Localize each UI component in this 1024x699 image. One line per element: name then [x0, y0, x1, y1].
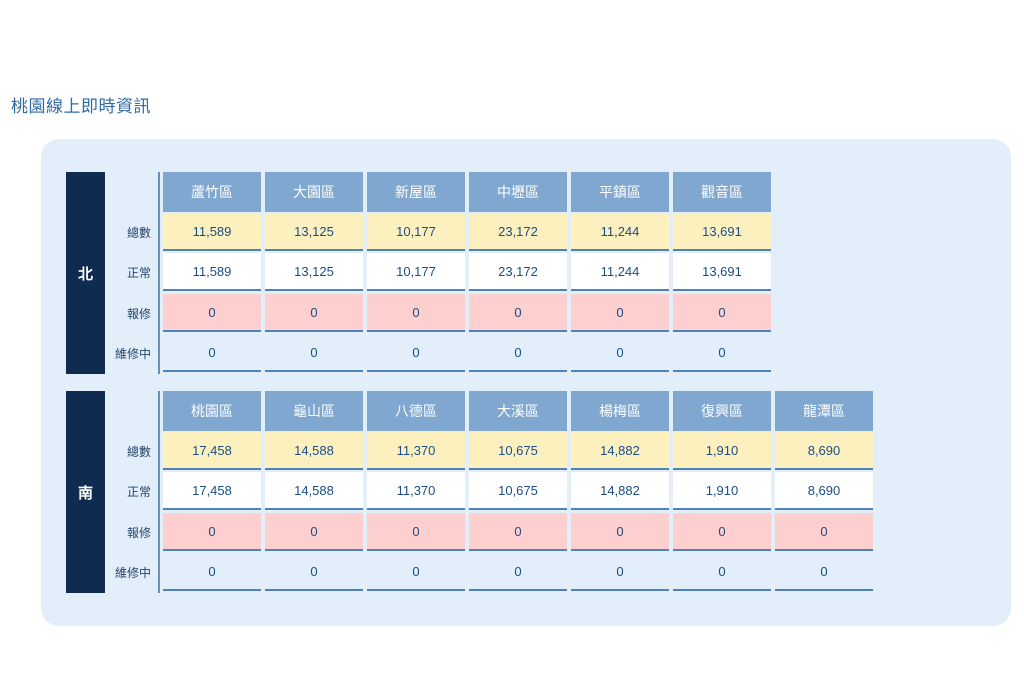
row-label: 正常 — [126, 266, 151, 280]
row-label: 報修 — [126, 526, 151, 540]
maintenance-cell: 0 — [469, 334, 567, 372]
repair-cell: 0 — [163, 294, 261, 332]
maintenance-cell: 0 — [673, 334, 771, 372]
repair-cell: 0 — [469, 294, 567, 332]
total-cell: 17,458 — [163, 432, 261, 470]
normal-cell: 11,244 — [571, 253, 669, 291]
maintenance-cell: 0 — [163, 334, 261, 372]
total-cell: 11,589 — [163, 213, 261, 251]
repair-cell: 0 — [265, 513, 363, 551]
maintenance-cell: 0 — [571, 553, 669, 591]
normal-cell: 14,882 — [571, 472, 669, 510]
total-cell: 1,910 — [673, 432, 771, 470]
normal-cell: 13,125 — [265, 253, 363, 291]
divider — [158, 391, 160, 593]
total-cell: 8,690 — [775, 432, 873, 470]
maintenance-cell: 0 — [673, 553, 771, 591]
status-panel: 北總數 正常 報修 維修中 蘆竹區 11,589 11,589 0 0 大園區 13,125 13,1… — [41, 139, 1011, 626]
district-header: 龜山區 — [265, 391, 363, 431]
divider — [158, 172, 160, 374]
maintenance-cell: 0 — [265, 553, 363, 591]
row-label: 報修 — [126, 307, 151, 321]
region-block: 南總數 正常 報修 維修中 桃園區 17,458 17,458 0 0 龜山區 14,588 14,5… — [66, 391, 966, 593]
total-cell: 11,244 — [571, 213, 669, 251]
normal-cell: 13,691 — [673, 253, 771, 291]
repair-cell: 0 — [571, 513, 669, 551]
maintenance-cell: 0 — [367, 334, 465, 372]
total-cell: 13,125 — [265, 213, 363, 251]
repair-cell: 0 — [571, 294, 669, 332]
normal-cell: 17,458 — [163, 472, 261, 510]
maintenance-cell: 0 — [163, 553, 261, 591]
repair-cell: 0 — [163, 513, 261, 551]
district-header: 平鎮區 — [571, 172, 669, 212]
maintenance-cell: 0 — [265, 334, 363, 372]
total-cell: 10,177 — [367, 213, 465, 251]
maintenance-cell: 0 — [571, 334, 669, 372]
normal-cell: 1,910 — [673, 472, 771, 510]
normal-cell: 23,172 — [469, 253, 567, 291]
total-cell: 14,882 — [571, 432, 669, 470]
region-label: 南 — [66, 391, 105, 593]
repair-cell: 0 — [367, 294, 465, 332]
district-header: 八德區 — [367, 391, 465, 431]
region-block: 北總數 正常 報修 維修中 蘆竹區 11,589 11,589 0 0 大園區 13,125 13,1… — [66, 172, 966, 374]
row-label: 正常 — [126, 485, 151, 499]
total-cell: 11,370 — [367, 432, 465, 470]
district-header: 大溪區 — [469, 391, 567, 431]
row-label: 維修中 — [114, 347, 151, 361]
repair-cell: 0 — [469, 513, 567, 551]
repair-cell: 0 — [367, 513, 465, 551]
repair-cell: 0 — [673, 294, 771, 332]
district-header: 大園區 — [265, 172, 363, 212]
maintenance-cell: 0 — [469, 553, 567, 591]
page-title: 桃園線上即時資訊 — [11, 97, 151, 117]
district-header: 新屋區 — [367, 172, 465, 212]
normal-cell: 11,370 — [367, 472, 465, 510]
district-header: 復興區 — [673, 391, 771, 431]
row-label: 總數 — [126, 445, 151, 459]
maintenance-cell: 0 — [367, 553, 465, 591]
district-header: 桃園區 — [163, 391, 261, 431]
district-header: 龍潭區 — [775, 391, 873, 431]
normal-cell: 14,588 — [265, 472, 363, 510]
total-cell: 14,588 — [265, 432, 363, 470]
repair-cell: 0 — [265, 294, 363, 332]
repair-cell: 0 — [775, 513, 873, 551]
total-cell: 23,172 — [469, 213, 567, 251]
normal-cell: 11,589 — [163, 253, 261, 291]
row-label: 總數 — [126, 226, 151, 240]
district-header: 中壢區 — [469, 172, 567, 212]
total-cell: 10,675 — [469, 432, 567, 470]
district-header: 觀音區 — [673, 172, 771, 212]
normal-cell: 10,675 — [469, 472, 567, 510]
total-cell: 13,691 — [673, 213, 771, 251]
district-header: 蘆竹區 — [163, 172, 261, 212]
repair-cell: 0 — [673, 513, 771, 551]
normal-cell: 10,177 — [367, 253, 465, 291]
district-header: 楊梅區 — [571, 391, 669, 431]
region-label: 北 — [66, 172, 105, 374]
normal-cell: 8,690 — [775, 472, 873, 510]
maintenance-cell: 0 — [775, 553, 873, 591]
row-label: 維修中 — [114, 566, 151, 580]
